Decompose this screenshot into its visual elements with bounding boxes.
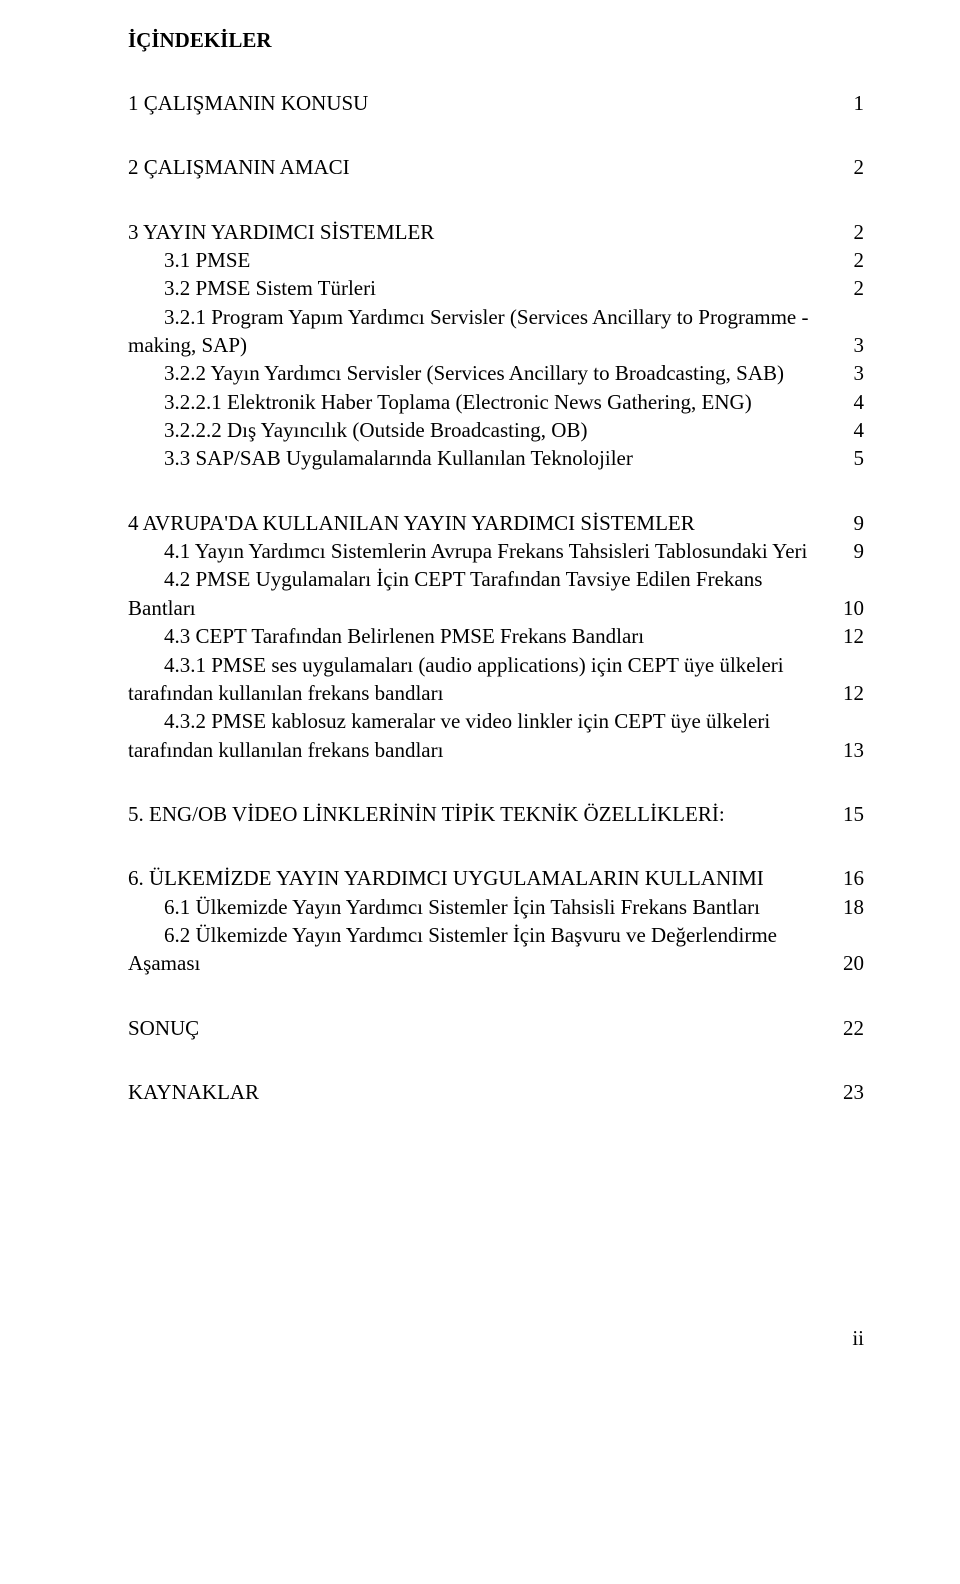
- toc-label: 4 AVRUPA'DA KULLANILAN YAYIN YARDIMCI Sİ…: [128, 509, 695, 537]
- toc-block-sonuc: SONUÇ 22: [128, 1014, 864, 1042]
- toc-page: 16: [843, 864, 864, 892]
- toc-label: 3.2.2.2 Dış Yayıncılık (Outside Broadcas…: [164, 416, 587, 444]
- toc-entry: Bantları 10: [128, 594, 864, 622]
- toc-label: 3.3 SAP/SAB Uygulamalarında Kullanılan T…: [164, 444, 633, 472]
- toc-page: 2: [854, 246, 865, 274]
- toc-block-4: 4 AVRUPA'DA KULLANILAN YAYIN YARDIMCI Sİ…: [128, 509, 864, 764]
- toc-page: 12: [843, 622, 864, 650]
- toc-page: 23: [843, 1078, 864, 1106]
- toc-entry: 6.1 Ülkemizde Yayın Yardımcı Sistemler İ…: [128, 893, 864, 921]
- toc-entry: 3.3 SAP/SAB Uygulamalarında Kullanılan T…: [128, 444, 864, 472]
- toc-page: 13: [843, 736, 864, 764]
- toc-entry: 3.2 PMSE Sistem Türleri 2: [128, 274, 864, 302]
- page-number-footer: ii: [128, 1326, 864, 1351]
- toc-entry: tarafından kullanılan frekans bandları 1…: [128, 679, 864, 707]
- toc-block-kaynak: KAYNAKLAR 23: [128, 1078, 864, 1106]
- toc-page: 2: [854, 153, 865, 181]
- toc-entry: 3.2.2 Yayın Yardımcı Servisler (Services…: [128, 359, 864, 387]
- toc-page: 18: [843, 893, 864, 921]
- toc-page: 20: [843, 949, 864, 977]
- toc-entry: KAYNAKLAR 23: [128, 1078, 864, 1106]
- toc-heading: İÇİNDEKİLER: [128, 28, 864, 53]
- toc-label: 4.1 Yayın Yardımcı Sistemlerin Avrupa Fr…: [164, 537, 807, 565]
- toc-page: 3: [854, 359, 865, 387]
- toc-page: 2: [854, 274, 865, 302]
- toc-entry: 3.1 PMSE 2: [128, 246, 864, 274]
- toc-page: 10: [843, 594, 864, 622]
- toc-label: Aşaması: [128, 949, 200, 977]
- toc-entry: 1 ÇALIŞMANIN KONUSU 1: [128, 89, 864, 117]
- toc-label: 1 ÇALIŞMANIN KONUSU: [128, 89, 368, 117]
- toc-page: 22: [843, 1014, 864, 1042]
- toc-label: tarafından kullanılan frekans bandları: [128, 679, 443, 707]
- toc-page: 3: [854, 331, 865, 359]
- toc-entry-line1: 3.2.1 Program Yapım Yardımcı Servisler (…: [128, 303, 864, 331]
- toc-page: 4: [854, 416, 865, 444]
- toc-page: 1: [854, 89, 865, 117]
- toc-entry: 3.2.2.1 Elektronik Haber Toplama (Electr…: [128, 388, 864, 416]
- toc-label: KAYNAKLAR: [128, 1078, 259, 1106]
- toc-label: 3.2.2 Yayın Yardımcı Servisler (Services…: [164, 359, 784, 387]
- toc-label: making, SAP): [128, 331, 247, 359]
- toc-entry-line1: 4.3.2 PMSE kablosuz kameralar ve video l…: [128, 707, 864, 735]
- toc-entry: SONUÇ 22: [128, 1014, 864, 1042]
- toc-page: 4: [854, 388, 865, 416]
- toc-label: 3.2.2.1 Elektronik Haber Toplama (Electr…: [164, 388, 752, 416]
- toc-label: Bantları: [128, 594, 196, 622]
- toc-entry: making, SAP) 3: [128, 331, 864, 359]
- toc-page: 12: [843, 679, 864, 707]
- toc-block-2: 2 ÇALIŞMANIN AMACI 2: [128, 153, 864, 181]
- toc-label: 6. ÜLKEMİZDE YAYIN YARDIMCI UYGULAMALARI…: [128, 864, 764, 892]
- toc-page: 5: [854, 444, 865, 472]
- toc-entry: 5. ENG/OB VİDEO LİNKLERİNİN TİPİK TEKNİK…: [128, 800, 864, 828]
- toc-block-3: 3 YAYIN YARDIMCI SİSTEMLER 2 3.1 PMSE 2 …: [128, 218, 864, 473]
- toc-block-5: 5. ENG/OB VİDEO LİNKLERİNİN TİPİK TEKNİK…: [128, 800, 864, 828]
- toc-entry: Aşaması 20: [128, 949, 864, 977]
- toc-label: 3.1 PMSE: [164, 246, 250, 274]
- toc-entry: 6. ÜLKEMİZDE YAYIN YARDIMCI UYGULAMALARI…: [128, 864, 864, 892]
- toc-label: tarafından kullanılan frekans bandları: [128, 736, 443, 764]
- toc-entry: 3 YAYIN YARDIMCI SİSTEMLER 2: [128, 218, 864, 246]
- toc-label: 3.2 PMSE Sistem Türleri: [164, 274, 376, 302]
- toc-label: 2 ÇALIŞMANIN AMACI: [128, 153, 350, 181]
- toc-label: 6.1 Ülkemizde Yayın Yardımcı Sistemler İ…: [164, 893, 760, 921]
- toc-label: SONUÇ: [128, 1014, 199, 1042]
- toc-page: 2: [854, 218, 865, 246]
- toc-entry: 3.2.2.2 Dış Yayıncılık (Outside Broadcas…: [128, 416, 864, 444]
- toc-label: 5. ENG/OB VİDEO LİNKLERİNİN TİPİK TEKNİK…: [128, 800, 725, 828]
- toc-entry: tarafından kullanılan frekans bandları 1…: [128, 736, 864, 764]
- toc-entry-line1: 6.2 Ülkemizde Yayın Yardımcı Sistemler İ…: [128, 921, 864, 949]
- toc-label: 4.3 CEPT Tarafından Belirlenen PMSE Frek…: [164, 622, 644, 650]
- toc-entry: 4.3 CEPT Tarafından Belirlenen PMSE Frek…: [128, 622, 864, 650]
- toc-entry: 2 ÇALIŞMANIN AMACI 2: [128, 153, 864, 181]
- toc-entry-line1: 4.3.1 PMSE ses uygulamaları (audio appli…: [128, 651, 864, 679]
- toc-label: 3 YAYIN YARDIMCI SİSTEMLER: [128, 218, 434, 246]
- toc-entry: 4.1 Yayın Yardımcı Sistemlerin Avrupa Fr…: [128, 537, 864, 565]
- toc-page: 9: [854, 537, 865, 565]
- toc-entry: 4 AVRUPA'DA KULLANILAN YAYIN YARDIMCI Sİ…: [128, 509, 864, 537]
- toc-page: 9: [854, 509, 865, 537]
- toc-page: 15: [843, 800, 864, 828]
- toc-block-6: 6. ÜLKEMİZDE YAYIN YARDIMCI UYGULAMALARI…: [128, 864, 864, 977]
- toc-entry-line1: 4.2 PMSE Uygulamaları İçin CEPT Tarafınd…: [128, 565, 864, 593]
- toc-block-1: 1 ÇALIŞMANIN KONUSU 1: [128, 89, 864, 117]
